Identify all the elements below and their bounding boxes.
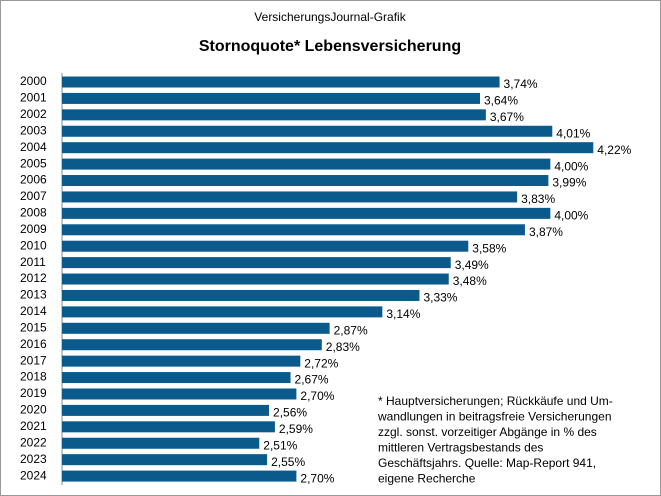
footnote: eigene Recherche xyxy=(378,472,476,486)
footnote: mittleren Vertragsbestands des xyxy=(378,441,543,455)
y-tick-label: 2018 xyxy=(20,370,47,384)
y-tick-label: 2006 xyxy=(20,173,47,187)
value-label: 3,67% xyxy=(490,110,524,124)
bar xyxy=(62,158,551,170)
y-tick-label: 2019 xyxy=(20,386,47,400)
value-label: 3,99% xyxy=(552,176,586,190)
value-label: 2,70% xyxy=(300,471,334,485)
y-tick-label: 2022 xyxy=(20,435,47,449)
y-tick-label: 2021 xyxy=(20,419,47,433)
value-label: 2,72% xyxy=(304,356,338,370)
value-label: 2,56% xyxy=(273,406,307,420)
bar xyxy=(62,92,481,104)
footnote: zzgl. sonst. vorzeitiger Abgänge in % de… xyxy=(378,425,597,439)
y-tick-label: 2004 xyxy=(20,140,47,154)
bar xyxy=(62,240,469,252)
bar xyxy=(62,437,260,449)
value-label: 3,14% xyxy=(386,307,420,321)
y-tick-label: 2000 xyxy=(20,74,47,88)
y-tick-label: 2011 xyxy=(20,255,46,269)
bar xyxy=(62,470,297,482)
footnote: * Hauptversicherungen; Rückkäufe und Um- xyxy=(378,394,613,408)
bar xyxy=(62,191,518,203)
value-label: 3,58% xyxy=(472,241,506,255)
value-label: 2,70% xyxy=(300,389,334,403)
value-label: 2,59% xyxy=(279,422,313,436)
value-label: 3,87% xyxy=(529,225,563,239)
y-tick-label: 2002 xyxy=(20,107,47,121)
y-tick-label: 2007 xyxy=(20,189,47,203)
bar xyxy=(62,142,594,154)
y-tick-label: 2017 xyxy=(20,353,47,367)
bar xyxy=(62,322,330,334)
bar xyxy=(62,175,549,187)
bar xyxy=(62,388,297,400)
value-label: 2,67% xyxy=(295,373,329,387)
bar xyxy=(62,224,525,236)
chart-title: Stornoquote* Lebensversicherung xyxy=(199,38,461,55)
value-label: 2,83% xyxy=(326,340,360,354)
bar xyxy=(62,109,486,121)
bar xyxy=(62,273,449,285)
value-label: 2,87% xyxy=(334,323,368,337)
chart-subtitle: VersicherungsJournal-Grafik xyxy=(254,10,406,24)
bar xyxy=(62,306,383,318)
y-tick-label: 2013 xyxy=(20,288,47,302)
value-label: 3,83% xyxy=(521,192,555,206)
y-tick-label: 2015 xyxy=(20,320,47,334)
y-tick-label: 2005 xyxy=(20,156,47,170)
value-label: 3,74% xyxy=(504,77,538,91)
bar xyxy=(62,207,551,219)
value-label: 4,01% xyxy=(556,126,590,140)
y-tick-label: 2014 xyxy=(20,304,47,318)
y-tick-label: 2009 xyxy=(20,222,47,236)
bar xyxy=(62,454,268,466)
value-label: 4,22% xyxy=(597,143,631,157)
bar xyxy=(62,257,451,269)
value-label: 4,00% xyxy=(554,159,588,173)
bar xyxy=(62,289,420,301)
bar xyxy=(62,421,275,433)
footnote: wandlungen in beitragsfreie Versicherung… xyxy=(377,410,612,424)
value-label: 3,48% xyxy=(453,274,487,288)
y-tick-label: 2016 xyxy=(20,337,47,351)
y-tick-label: 2008 xyxy=(20,206,47,220)
bar xyxy=(62,404,270,416)
bar xyxy=(62,372,291,384)
y-tick-label: 2003 xyxy=(20,123,47,137)
y-tick-label: 2023 xyxy=(20,452,47,466)
bar xyxy=(62,76,500,88)
value-label: 3,64% xyxy=(484,94,518,108)
bar xyxy=(62,339,322,351)
value-label: 4,00% xyxy=(554,209,588,223)
footnote: Geschäftsjahrs. Quelle: Map-Report 941, xyxy=(378,456,596,470)
y-tick-label: 2020 xyxy=(20,403,47,417)
y-tick-label: 2012 xyxy=(20,271,47,285)
value-label: 2,51% xyxy=(263,438,297,452)
y-tick-label: 2024 xyxy=(20,468,47,482)
y-tick-label: 2001 xyxy=(20,91,47,105)
value-label: 2,55% xyxy=(271,455,305,469)
bar xyxy=(62,125,553,137)
value-label: 3,49% xyxy=(455,258,489,272)
value-label: 3,33% xyxy=(423,291,457,305)
y-tick-label: 2010 xyxy=(20,238,47,252)
bar xyxy=(62,355,301,367)
